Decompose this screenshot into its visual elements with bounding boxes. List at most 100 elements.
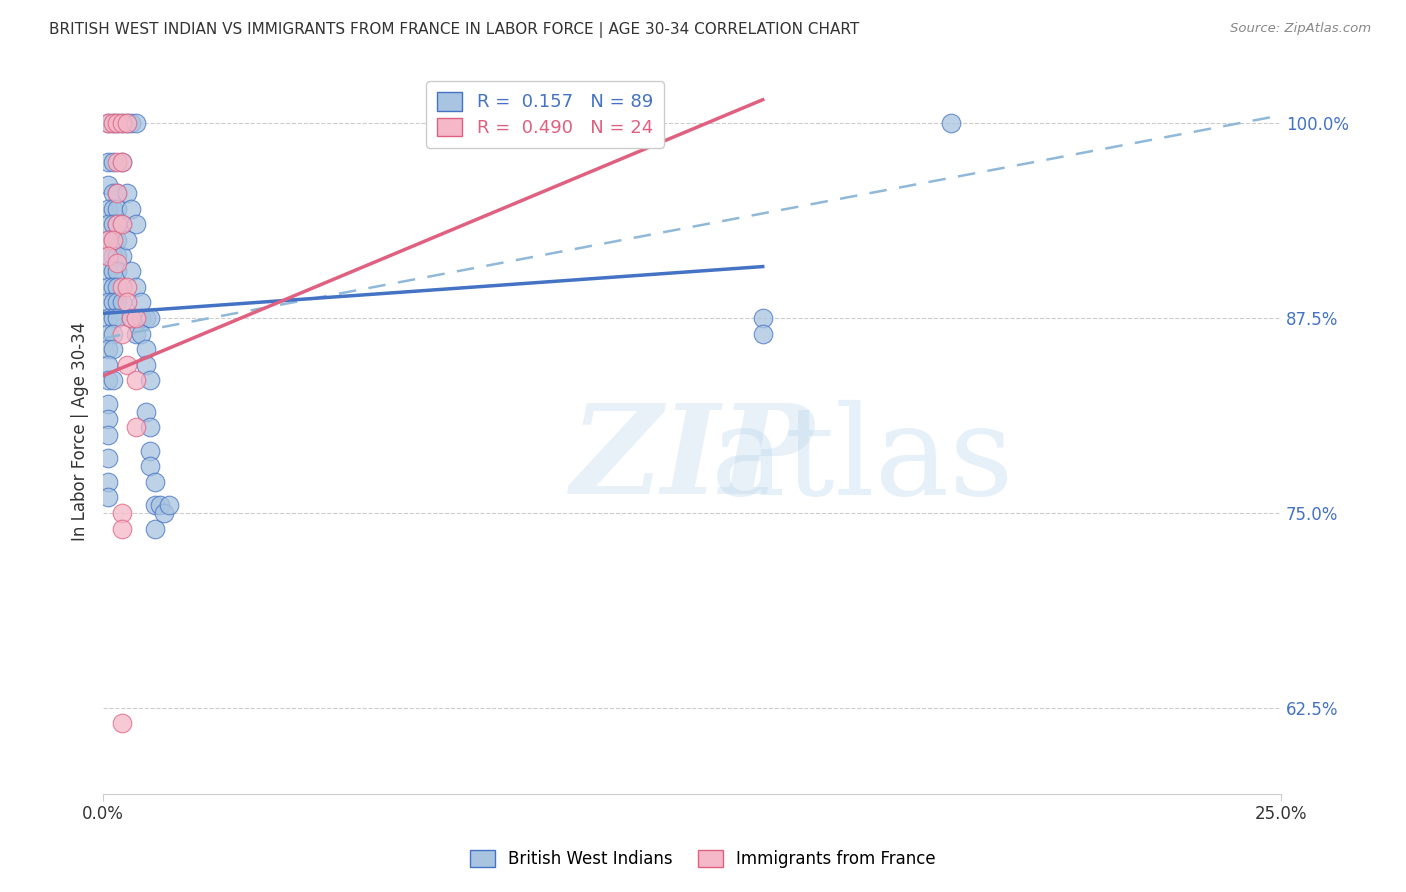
Point bbox=[97, 397, 120, 411]
Point bbox=[125, 218, 148, 232]
Point bbox=[101, 116, 124, 130]
Point bbox=[111, 716, 134, 731]
Point bbox=[111, 280, 134, 294]
Point bbox=[101, 373, 124, 387]
Point bbox=[139, 420, 162, 434]
Point bbox=[101, 186, 124, 201]
Point bbox=[101, 249, 124, 263]
Point bbox=[111, 116, 134, 130]
Point bbox=[105, 155, 128, 169]
Point bbox=[125, 326, 148, 341]
Point bbox=[115, 186, 138, 201]
Point bbox=[105, 264, 128, 278]
Point bbox=[129, 326, 152, 341]
Text: ZIP: ZIP bbox=[571, 400, 814, 521]
Point bbox=[111, 249, 134, 263]
Point bbox=[120, 202, 142, 216]
Point bbox=[101, 280, 124, 294]
Point bbox=[149, 498, 172, 512]
Point bbox=[125, 280, 148, 294]
Point bbox=[105, 116, 128, 130]
Point bbox=[135, 311, 157, 326]
Legend: British West Indians, Immigrants from France: British West Indians, Immigrants from Fr… bbox=[464, 843, 942, 875]
Point bbox=[115, 233, 138, 247]
Point bbox=[101, 116, 124, 130]
Point bbox=[139, 373, 162, 387]
Point bbox=[125, 420, 148, 434]
Text: Source: ZipAtlas.com: Source: ZipAtlas.com bbox=[1230, 22, 1371, 36]
Point bbox=[97, 343, 120, 357]
Point bbox=[105, 295, 128, 310]
Point bbox=[139, 459, 162, 474]
Point bbox=[115, 280, 138, 294]
Point bbox=[101, 233, 124, 247]
Point bbox=[105, 116, 128, 130]
Point bbox=[97, 451, 120, 466]
Point bbox=[101, 218, 124, 232]
Legend: R =  0.157   N = 89, R =  0.490   N = 24: R = 0.157 N = 89, R = 0.490 N = 24 bbox=[426, 81, 664, 148]
Point bbox=[97, 491, 120, 505]
Point bbox=[101, 264, 124, 278]
Point bbox=[101, 295, 124, 310]
Point bbox=[97, 412, 120, 426]
Point bbox=[120, 264, 142, 278]
Point bbox=[97, 373, 120, 387]
Point bbox=[97, 233, 120, 247]
Point bbox=[153, 506, 176, 520]
Point bbox=[139, 311, 162, 326]
Point bbox=[101, 155, 124, 169]
Point bbox=[105, 218, 128, 232]
Point bbox=[129, 295, 152, 310]
Point bbox=[125, 373, 148, 387]
Point bbox=[101, 326, 124, 341]
Point bbox=[97, 295, 120, 310]
Point bbox=[111, 295, 134, 310]
Point bbox=[111, 116, 134, 130]
Point bbox=[105, 186, 128, 201]
Point bbox=[120, 311, 142, 326]
Point bbox=[111, 326, 134, 341]
Point bbox=[105, 186, 128, 201]
Point bbox=[111, 218, 134, 232]
Point bbox=[129, 311, 152, 326]
Point bbox=[143, 498, 166, 512]
Text: atlas: atlas bbox=[711, 400, 1015, 521]
Point bbox=[751, 326, 773, 341]
Point bbox=[97, 218, 120, 232]
Point bbox=[135, 343, 157, 357]
Point bbox=[105, 311, 128, 326]
Point bbox=[105, 202, 128, 216]
Point bbox=[97, 233, 120, 247]
Point bbox=[941, 116, 963, 130]
Point bbox=[97, 475, 120, 489]
Point bbox=[105, 280, 128, 294]
Point bbox=[120, 116, 142, 130]
Point bbox=[125, 116, 148, 130]
Point bbox=[105, 249, 128, 263]
Point bbox=[111, 522, 134, 536]
Point bbox=[135, 358, 157, 372]
Point bbox=[97, 202, 120, 216]
Point bbox=[97, 311, 120, 326]
Point bbox=[143, 475, 166, 489]
Point bbox=[115, 295, 138, 310]
Point bbox=[157, 498, 180, 512]
Point bbox=[97, 155, 120, 169]
Point bbox=[97, 358, 120, 372]
Point bbox=[97, 116, 120, 130]
Point bbox=[97, 249, 120, 263]
Point bbox=[111, 155, 134, 169]
Point bbox=[97, 116, 120, 130]
Point bbox=[97, 326, 120, 341]
Point bbox=[115, 116, 138, 130]
Point bbox=[105, 256, 128, 270]
Point bbox=[101, 233, 124, 247]
Point bbox=[97, 280, 120, 294]
Point bbox=[143, 522, 166, 536]
Point bbox=[111, 218, 134, 232]
Point bbox=[120, 311, 142, 326]
Text: BRITISH WEST INDIAN VS IMMIGRANTS FROM FRANCE IN LABOR FORCE | AGE 30-34 CORRELA: BRITISH WEST INDIAN VS IMMIGRANTS FROM F… bbox=[49, 22, 859, 38]
Point bbox=[111, 506, 134, 520]
Point bbox=[115, 116, 138, 130]
Point bbox=[139, 443, 162, 458]
